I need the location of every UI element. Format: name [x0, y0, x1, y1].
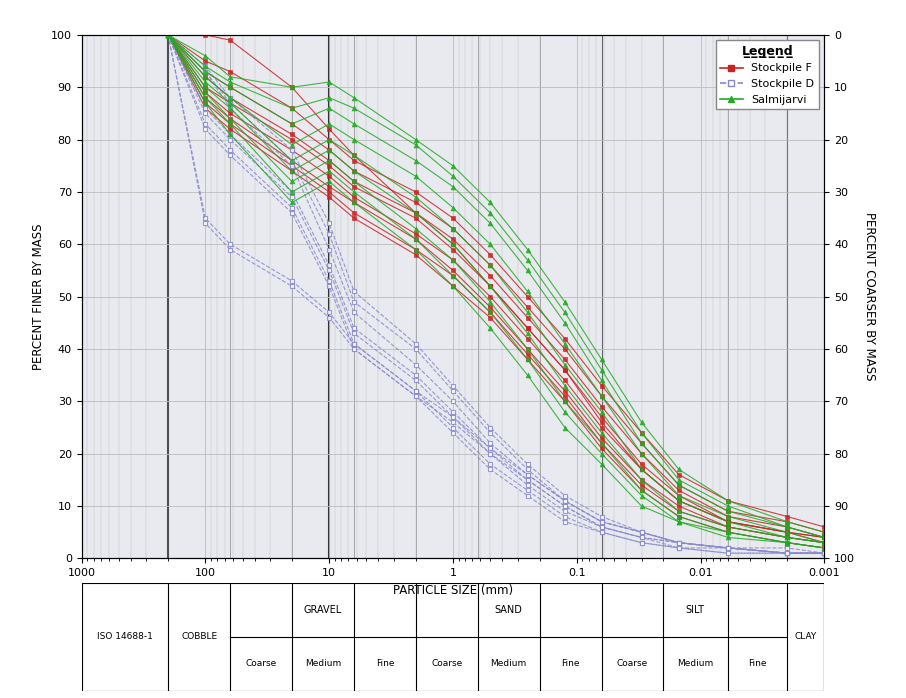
Salmijarvi	[559, 297, 570, 306]
Stockpile D	[485, 423, 496, 431]
Salmijarvi	[200, 52, 211, 60]
Stockpile F	[448, 240, 458, 248]
Line: Stockpile F: Stockpile F	[166, 33, 827, 540]
Stockpile D	[596, 512, 607, 521]
Text: Coarse: Coarse	[617, 660, 648, 669]
Text: Medium: Medium	[490, 660, 526, 669]
Stockpile D	[782, 544, 793, 552]
Text: Coarse: Coarse	[431, 660, 462, 669]
Stockpile D	[636, 528, 647, 536]
Text: SAND: SAND	[495, 605, 523, 615]
Salmijarvi	[596, 355, 607, 364]
Text: CLAY: CLAY	[795, 632, 817, 641]
Text: Medium: Medium	[678, 660, 714, 669]
X-axis label: PARTICLE SIZE (mm): PARTICLE SIZE (mm)	[393, 584, 513, 597]
Salmijarvi	[286, 83, 297, 91]
Salmijarvi	[410, 135, 421, 144]
Line: Salmijarvi: Salmijarvi	[166, 33, 827, 535]
Stockpile F	[596, 418, 607, 426]
Salmijarvi	[819, 528, 830, 536]
Salmijarvi	[349, 94, 360, 102]
Line: Stockpile D: Stockpile D	[166, 33, 827, 556]
Text: GRAVEL: GRAVEL	[304, 605, 342, 615]
Stockpile F	[410, 209, 421, 217]
Stockpile D	[225, 94, 236, 102]
Y-axis label: PERCENT COARSER BY MASS: PERCENT COARSER BY MASS	[863, 212, 876, 381]
Stockpile D	[163, 31, 174, 39]
Stockpile D	[673, 539, 684, 547]
Stockpile F	[559, 366, 570, 374]
Salmijarvi	[673, 465, 684, 473]
Text: Fine: Fine	[748, 660, 766, 669]
Text: Fine: Fine	[562, 660, 580, 669]
Y-axis label: PERCENT FINER BY MASS: PERCENT FINER BY MASS	[33, 223, 45, 370]
Salmijarvi	[782, 518, 793, 526]
Salmijarvi	[522, 245, 533, 253]
Stockpile D	[723, 544, 734, 552]
Stockpile D	[286, 146, 297, 154]
Stockpile D	[522, 460, 533, 468]
Stockpile F	[782, 528, 793, 536]
Text: Fine: Fine	[376, 660, 394, 669]
Stockpile F	[485, 282, 496, 290]
Salmijarvi	[163, 31, 174, 39]
Salmijarvi	[485, 198, 496, 207]
Stockpile D	[349, 288, 360, 296]
Legend: Stockpile F, Stockpile D, Salmijarvi: Stockpile F, Stockpile D, Salmijarvi	[716, 40, 819, 109]
Stockpile F	[349, 151, 360, 159]
Stockpile F	[673, 497, 684, 505]
Text: Medium: Medium	[304, 660, 341, 669]
Stockpile D	[448, 381, 458, 389]
Stockpile F	[522, 324, 533, 332]
Stockpile F	[723, 518, 734, 526]
Stockpile F	[819, 533, 830, 542]
Salmijarvi	[636, 418, 647, 426]
Text: SILT: SILT	[685, 605, 704, 615]
Stockpile F	[636, 465, 647, 473]
Stockpile D	[200, 62, 211, 70]
Salmijarvi	[225, 73, 236, 81]
Stockpile F	[200, 31, 211, 39]
Stockpile D	[559, 491, 570, 500]
Stockpile F	[163, 31, 174, 39]
Stockpile D	[323, 219, 334, 228]
Text: COBBLE: COBBLE	[181, 632, 217, 641]
Salmijarvi	[448, 162, 458, 170]
Stockpile D	[410, 340, 421, 348]
Text: Coarse: Coarse	[246, 660, 276, 669]
Text: ISO 14688-1: ISO 14688-1	[97, 632, 153, 641]
Stockpile F	[286, 83, 297, 91]
Salmijarvi	[323, 78, 334, 87]
Stockpile D	[819, 549, 830, 557]
Stockpile F	[225, 36, 236, 45]
Stockpile F	[323, 125, 334, 133]
Salmijarvi	[723, 497, 734, 505]
